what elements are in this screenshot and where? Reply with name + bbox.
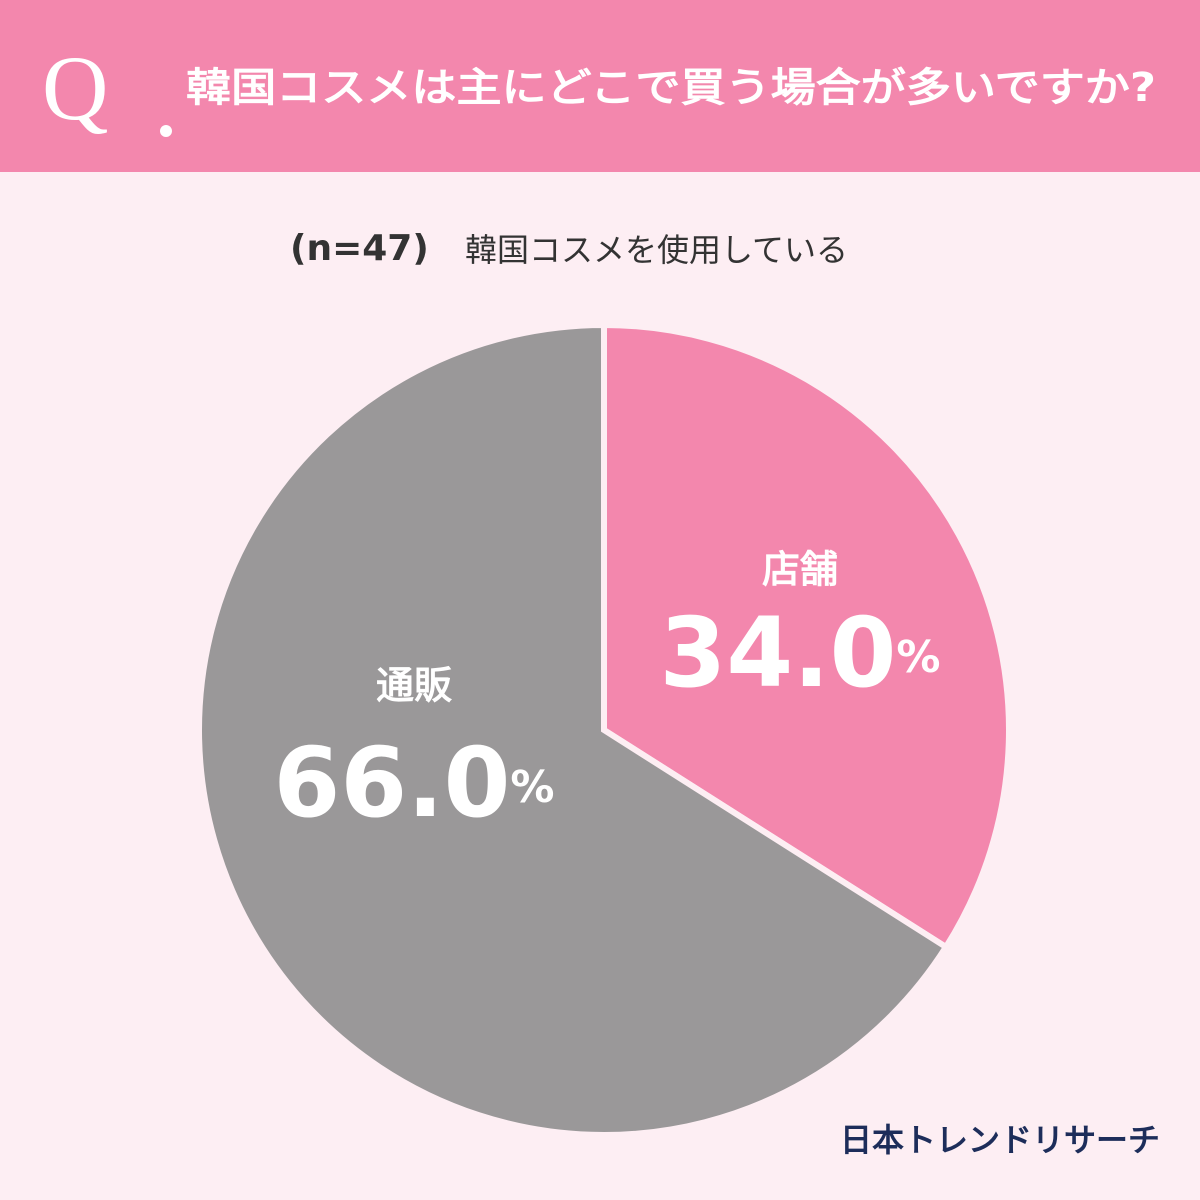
slice-label: 通販	[376, 664, 452, 708]
pie-slice	[196, 321, 951, 1138]
chart-title: 韓国コスメは主にどこで買う場合が多いですか?	[186, 65, 1156, 111]
pie: 店舗 34.0% 通販 66.0%	[196, 321, 1012, 1138]
header-band	[0, 0, 1200, 172]
slice-value-label: 34.0%	[660, 597, 941, 709]
slice-value-label: 66.0%	[274, 727, 555, 839]
sample-size: (n=47)	[290, 228, 429, 269]
chart-subtitle: 韓国コスメを使用している	[465, 231, 848, 269]
source: 日本トレンドリサーチ	[840, 1121, 1160, 1159]
q-dot	[160, 125, 172, 137]
q-mark: Q	[42, 37, 108, 139]
slice-label: 店舗	[762, 548, 838, 592]
